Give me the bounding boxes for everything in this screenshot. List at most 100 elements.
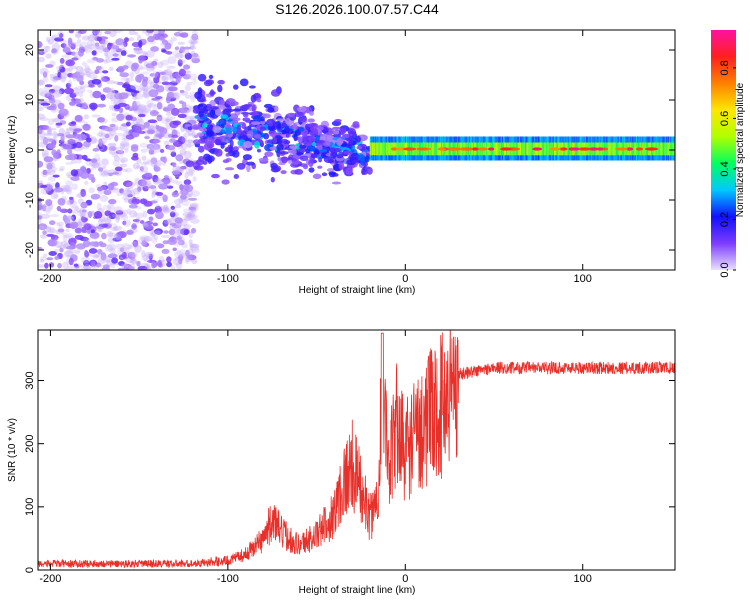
tone-band-cell <box>525 142 528 156</box>
spectrogram-cell <box>277 157 282 162</box>
spectrogram-cell <box>172 257 182 266</box>
spectrogram-cell <box>59 208 69 213</box>
spectrogram-cell <box>113 46 119 52</box>
spectrogram-cell <box>133 48 144 55</box>
spectrogram-cell <box>151 236 158 244</box>
spectrogram-cell <box>135 165 144 169</box>
spectrogram-cell <box>79 221 85 227</box>
spectrogram-cell <box>123 180 133 187</box>
spectrogram-cell <box>79 86 86 94</box>
spectrogram-cell <box>91 158 98 164</box>
spectrogram-cell <box>187 130 194 135</box>
spectrogram-cell <box>43 156 54 163</box>
spectrogram-cell <box>44 93 53 99</box>
spectrogram-cell <box>39 67 49 76</box>
spectrogram-cell <box>55 122 63 126</box>
spectrogram-cell <box>173 198 184 205</box>
spectrogram-cell <box>117 231 127 239</box>
spectrogram-cell <box>167 71 173 77</box>
spectrogram-cell <box>125 167 133 173</box>
spectrogram-cell <box>79 211 85 218</box>
spectrogram-cell <box>112 143 117 151</box>
spectrogram-cell <box>155 96 163 100</box>
spectrogram-cell <box>95 253 101 258</box>
spectrogram-cell <box>176 235 182 241</box>
spectrogram-cell <box>90 136 97 143</box>
tone-band-cell <box>663 142 666 156</box>
spectrogram-cell <box>43 132 54 137</box>
spectrogram-cell <box>139 66 148 70</box>
spectrogram-cell <box>83 68 93 76</box>
spectrogram-cell <box>74 91 80 96</box>
spectrogram-cell <box>62 46 71 54</box>
spectrogram-cell <box>99 242 107 248</box>
spectrogram-cell <box>166 261 173 268</box>
tone-band-cell <box>643 142 646 156</box>
spectrogram-cell <box>73 51 79 59</box>
tone-band-cell <box>659 142 662 156</box>
spectrogram-cell <box>65 134 76 139</box>
spectrogram-cell <box>97 186 103 192</box>
spectrogram-cell <box>111 41 118 49</box>
spectrogram-cell <box>57 245 67 249</box>
spectrogram-cell <box>175 75 181 84</box>
spectrogram-cell <box>92 162 102 169</box>
spectrogram-cell <box>185 104 192 112</box>
spectrogram-cell <box>168 228 176 236</box>
spectrogram-cell <box>192 139 201 145</box>
spectrogram-cell <box>62 144 73 150</box>
spectrogram-cell <box>82 209 87 213</box>
spectrogram-cell <box>229 101 239 106</box>
spectrogram-cell <box>74 227 82 234</box>
spectrogram-cell <box>113 155 120 162</box>
spectrogram-cell <box>163 175 169 179</box>
spectrogram-cell <box>89 102 98 110</box>
spectrogram-cell <box>84 44 89 52</box>
spectrogram-cell <box>155 211 164 220</box>
spectrogram-cell <box>122 243 132 250</box>
spectrogram-cell <box>181 143 188 150</box>
spectrogram-cell <box>165 118 171 123</box>
tone-peak-cell <box>395 147 407 151</box>
spectrogram-cell <box>46 129 52 135</box>
spectrogram-cell <box>53 132 60 139</box>
spectrogram-cell <box>118 260 125 267</box>
spectrogram-cell <box>89 236 100 240</box>
spectrogram-cell <box>253 133 261 139</box>
spectrogram-cell <box>147 35 155 43</box>
spectrogram-cell <box>351 145 356 151</box>
spectrogram-cell <box>302 164 309 170</box>
spectrogram-cell <box>100 141 105 148</box>
spectrogram-cell <box>75 141 83 149</box>
spectrogram-cell <box>212 125 222 133</box>
spectrogram-cell <box>130 240 139 249</box>
spectrogram-cell <box>88 187 95 194</box>
spectrogram-cell <box>297 136 303 143</box>
spectrogram-cell <box>142 91 149 98</box>
spectrogram-cell <box>40 234 47 239</box>
spectrogram-cell <box>197 87 203 95</box>
spectrogram-cell <box>306 145 316 152</box>
spectrogram-cell <box>177 59 183 67</box>
spectrogram-cell <box>41 170 49 178</box>
spectrogram-cell <box>98 167 104 172</box>
spectrogram-cell <box>172 49 180 58</box>
spectrogram-cell <box>120 77 130 81</box>
spectrogram-cell <box>115 210 124 216</box>
spectrogram-cell <box>42 45 51 49</box>
spectrogram-cell <box>123 41 128 47</box>
spectrogram-cell <box>126 264 136 269</box>
spectrogram-cell <box>299 117 308 123</box>
spectrogram-cell <box>139 142 148 148</box>
spectrogram-cell <box>60 75 66 83</box>
spectrogram-cell <box>101 125 108 132</box>
spectrogram-cell <box>180 218 188 227</box>
tone-peak-cell <box>532 147 543 151</box>
spectrogram-cell <box>156 160 162 167</box>
spectrogram-cell <box>191 57 201 64</box>
spectrogram-cell <box>294 129 301 136</box>
spectrogram-cell <box>83 237 91 244</box>
spectrogram-cell <box>89 241 96 250</box>
spectrogram-cell <box>191 53 199 58</box>
spectrogram-cell <box>148 149 155 155</box>
